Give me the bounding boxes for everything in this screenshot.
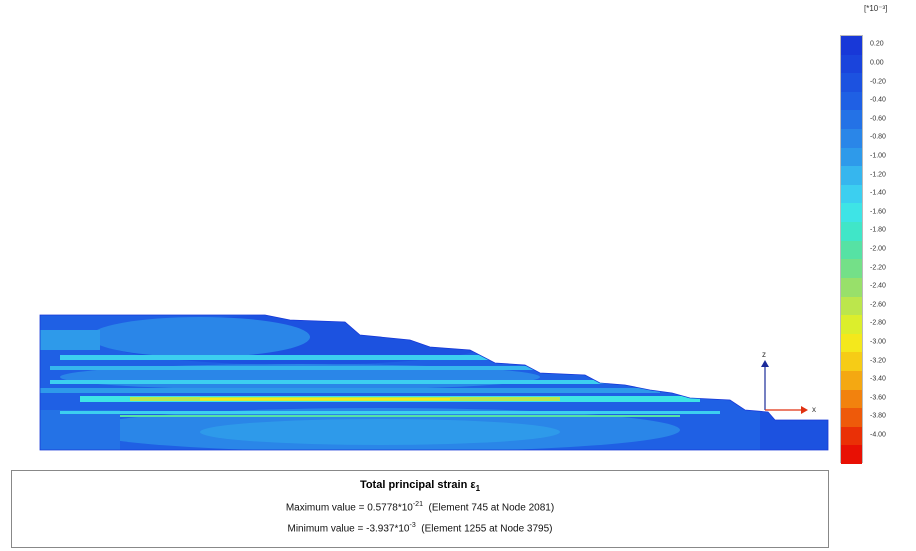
legend-tick-label: -2.80 (870, 319, 886, 327)
legend-swatch (841, 240, 862, 260)
legend-tick-label: -2.40 (870, 282, 886, 290)
legend-swatch (841, 408, 862, 428)
legend-tick-label: -3.00 (870, 338, 886, 346)
minimum-value-exponent: -3 (409, 521, 416, 529)
result-info-box: Total principal strain ε1 Maximum value … (11, 470, 829, 548)
legend-swatch (841, 110, 862, 130)
legend-tick-label: -4.00 (870, 431, 886, 439)
legend-tick-label: -0.80 (870, 133, 886, 141)
legend-tick-label: -1.20 (870, 171, 886, 179)
slope-outline (39, 314, 829, 451)
legend-swatch (841, 277, 862, 297)
legend-swatch (841, 147, 862, 167)
z-axis-label: z (762, 350, 766, 359)
legend-swatch (841, 333, 862, 353)
legend-swatch (841, 203, 862, 223)
legend-swatch (841, 315, 862, 335)
maximum-value-line: Maximum value = 0.5778*10-21 (Element 74… (285, 501, 555, 514)
result-title-subscript: 1 (475, 484, 481, 494)
legend-swatch (841, 426, 862, 446)
legend-swatch (841, 54, 862, 74)
legend-tick-label: -1.80 (870, 226, 886, 234)
legend-tick-label: -0.20 (870, 78, 886, 86)
legend-tick-label: -2.20 (870, 264, 886, 272)
model-viewport: z x (39, 314, 829, 451)
color-legend-bar (840, 35, 863, 465)
legend-tick-label: -3.40 (870, 375, 886, 383)
legend-swatch (841, 36, 862, 56)
legend-swatch (841, 259, 862, 279)
maximum-value-exponent: -21 (412, 501, 423, 509)
legend-swatch (841, 129, 862, 149)
legend-unit-label: [*10⁻³] (864, 4, 888, 13)
legend-tick-label: -3.80 (870, 412, 886, 420)
legend-tick-label: -0.60 (870, 115, 886, 123)
strain-contour-mesh (40, 315, 828, 450)
legend-tick-label: -3.60 (870, 394, 886, 402)
legend-tick-label: -0.40 (870, 96, 886, 104)
x-axis-label: x (812, 405, 816, 414)
legend-tick-label: 0.20 (870, 40, 884, 48)
legend-tick-label: 0.00 (870, 59, 884, 67)
minimum-value-line: Minimum value = -3.937*10-3 (Element 125… (287, 521, 553, 534)
result-title: Total principal strain ε1 (359, 479, 481, 494)
legend-swatch (841, 445, 862, 465)
axis-triad: z x (761, 350, 816, 414)
legend-tick-label: -1.40 (870, 189, 886, 197)
legend-tick-label: -1.00 (870, 152, 886, 160)
legend-swatch (841, 73, 862, 93)
legend-tick-label: -1.60 (870, 208, 886, 216)
legend-tick-label: -2.00 (870, 245, 886, 253)
legend-swatch (841, 389, 862, 409)
legend-swatch (841, 184, 862, 204)
legend-swatch (841, 166, 862, 186)
legend-swatch (841, 296, 862, 316)
legend-swatch (841, 222, 862, 242)
legend-tick-label: -3.20 (870, 357, 886, 365)
legend-swatch (841, 370, 862, 391)
legend-swatch (841, 352, 862, 372)
legend-tick-label: -2.60 (870, 301, 886, 309)
legend-swatch (841, 91, 862, 111)
